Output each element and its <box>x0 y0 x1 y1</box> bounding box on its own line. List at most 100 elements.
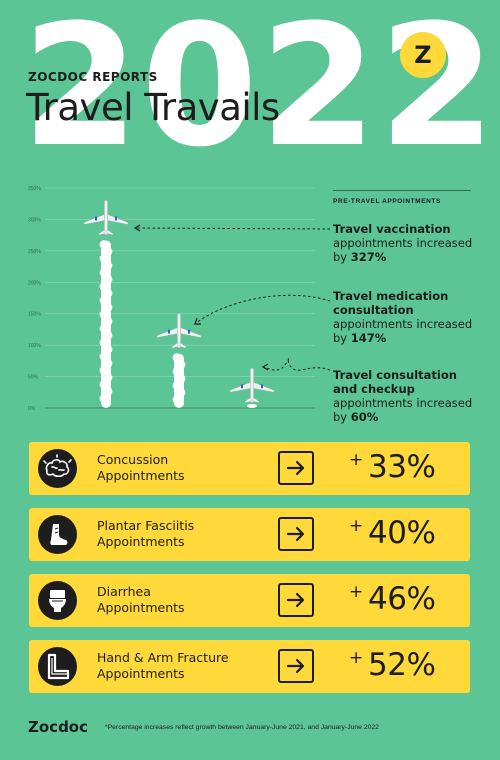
contrail-puff <box>172 395 181 404</box>
card-label: Plantar Fasciitis Appointments <box>97 518 267 550</box>
contrail-puff <box>104 275 113 284</box>
card-label-line1: Diarrhea <box>97 584 151 599</box>
airplane-icon <box>229 367 275 404</box>
plus-sign: + <box>349 582 364 602</box>
callout-title: Travel consultation and checkup <box>333 368 457 396</box>
toilet-icon <box>38 581 77 620</box>
card-label-line1: Hand & Arm Fracture <box>97 650 229 665</box>
contrail-puff <box>104 247 113 256</box>
y-tick-label: 200% <box>28 280 41 286</box>
card-label-line2: Appointments <box>97 666 185 681</box>
contrail-puff <box>104 373 113 382</box>
callout-arrow-3 <box>263 357 330 371</box>
y-tick-label: 150% <box>28 312 41 318</box>
footnote: *Percentage increases reflect growth bet… <box>105 724 379 731</box>
bar-3 <box>229 367 275 408</box>
brain-icon <box>38 449 77 488</box>
y-tick-label: 100% <box>28 343 41 349</box>
callout-text: appointments increased by <box>333 236 473 264</box>
year-heading: 2022 <box>22 0 498 184</box>
y-tick-label: 350% <box>28 186 41 192</box>
callout-vaccination: Travel vaccination appointments increase… <box>333 222 473 264</box>
callout-text: appointments increased by <box>333 396 473 424</box>
contrail-puff <box>172 367 181 376</box>
contrail-puff <box>104 387 113 396</box>
arrow-right-icon <box>278 583 314 617</box>
callout-value: 60% <box>350 410 379 424</box>
arrow-right-icon <box>278 649 314 683</box>
airplane-icon <box>156 313 202 349</box>
contrail-puff <box>172 381 181 390</box>
contrail-puff <box>104 331 113 340</box>
callout-checkup: Travel consultation and checkup appointm… <box>333 368 473 424</box>
bar-1 <box>83 200 129 408</box>
zocdoc-badge-icon: Z <box>400 32 446 78</box>
contrail <box>247 404 257 408</box>
contrail-puff <box>99 240 109 249</box>
y-tick-label: 0% <box>28 406 36 412</box>
contrail-puff <box>99 380 109 389</box>
contrail-puff <box>104 359 113 368</box>
callout-title: Travel medication consultation <box>333 289 449 317</box>
card-hand-arm-fracture: Hand & Arm Fracture Appointments + 52% <box>29 640 470 693</box>
page-title: Travel Travails <box>26 86 280 129</box>
percent-value: 46% <box>368 581 436 617</box>
contrail-puff <box>104 289 113 298</box>
contrail-puff <box>99 268 109 277</box>
callout-arrowheads <box>133 224 269 371</box>
chart-bars <box>83 200 275 408</box>
contrail-puff <box>99 324 109 333</box>
contrail-puff <box>99 394 109 403</box>
callout-arrow-1 <box>135 227 330 230</box>
plus-sign: + <box>349 516 364 536</box>
card-label-line1: Plantar Fasciitis <box>97 518 195 533</box>
contrail-puff <box>104 303 113 312</box>
side-panel-header: PRE-TRAVEL APPOINTMENTS <box>333 198 441 205</box>
contrail-puff <box>99 352 109 361</box>
card-label-line2: Appointments <box>97 468 185 483</box>
callout-value: 147% <box>350 331 387 345</box>
arrow-right-icon <box>278 451 314 485</box>
card-label: Diarrhea Appointments <box>97 584 267 616</box>
y-tick-label: 250% <box>28 249 41 255</box>
y-tick-label: 300% <box>28 217 41 223</box>
contrail-puff <box>177 360 186 369</box>
airplane-icon <box>83 200 129 236</box>
contrail-puff <box>99 366 109 375</box>
callout-arrow-2 <box>195 294 330 324</box>
callout-text: appointments increased by <box>333 317 473 345</box>
card-plantar-fasciitis: Plantar Fasciitis Appointments + 40% <box>29 508 470 561</box>
zocdoc-logo: Zocdoc <box>28 718 89 736</box>
contrail-puff <box>104 345 113 354</box>
contrail-puff <box>99 296 109 305</box>
card-label-line2: Appointments <box>97 600 185 615</box>
card-label: Concussion Appointments <box>97 452 267 484</box>
arrow-right-icon <box>278 517 314 551</box>
reports-label: ZOCDOC REPORTS <box>28 70 158 84</box>
callout-medication: Travel medication consultation appointme… <box>333 289 473 345</box>
card-label: Hand & Arm Fracture Appointments <box>97 650 267 682</box>
callout-arrows <box>135 227 330 371</box>
plus-sign: + <box>349 648 364 668</box>
contrail-puff <box>99 338 109 347</box>
contrail-puff <box>177 374 186 383</box>
contrail-puff <box>104 261 113 270</box>
contrail-puff <box>99 310 109 319</box>
percent-value: 52% <box>368 647 436 683</box>
side-header-rule <box>333 190 471 191</box>
callout-title: Travel vaccination <box>333 222 451 236</box>
card-label-line2: Appointments <box>97 534 185 549</box>
y-axis-ticks: 0% 50% 100% 150% 200% 250% 300% 350% <box>28 186 41 412</box>
percent-value: 33% <box>368 449 436 485</box>
card-label-line1: Concussion <box>97 452 169 467</box>
percent-value: 40% <box>368 515 436 551</box>
contrail-puff <box>172 353 181 362</box>
card-diarrhea: Diarrhea Appointments + 46% <box>29 574 470 627</box>
plus-sign: + <box>349 450 364 470</box>
contrail-puff <box>104 317 113 326</box>
contrail-puff <box>177 388 186 397</box>
callout-value: 327% <box>350 250 387 264</box>
arm-cast-icon <box>38 647 77 686</box>
card-concussion: Concussion Appointments + 33% <box>29 442 470 495</box>
